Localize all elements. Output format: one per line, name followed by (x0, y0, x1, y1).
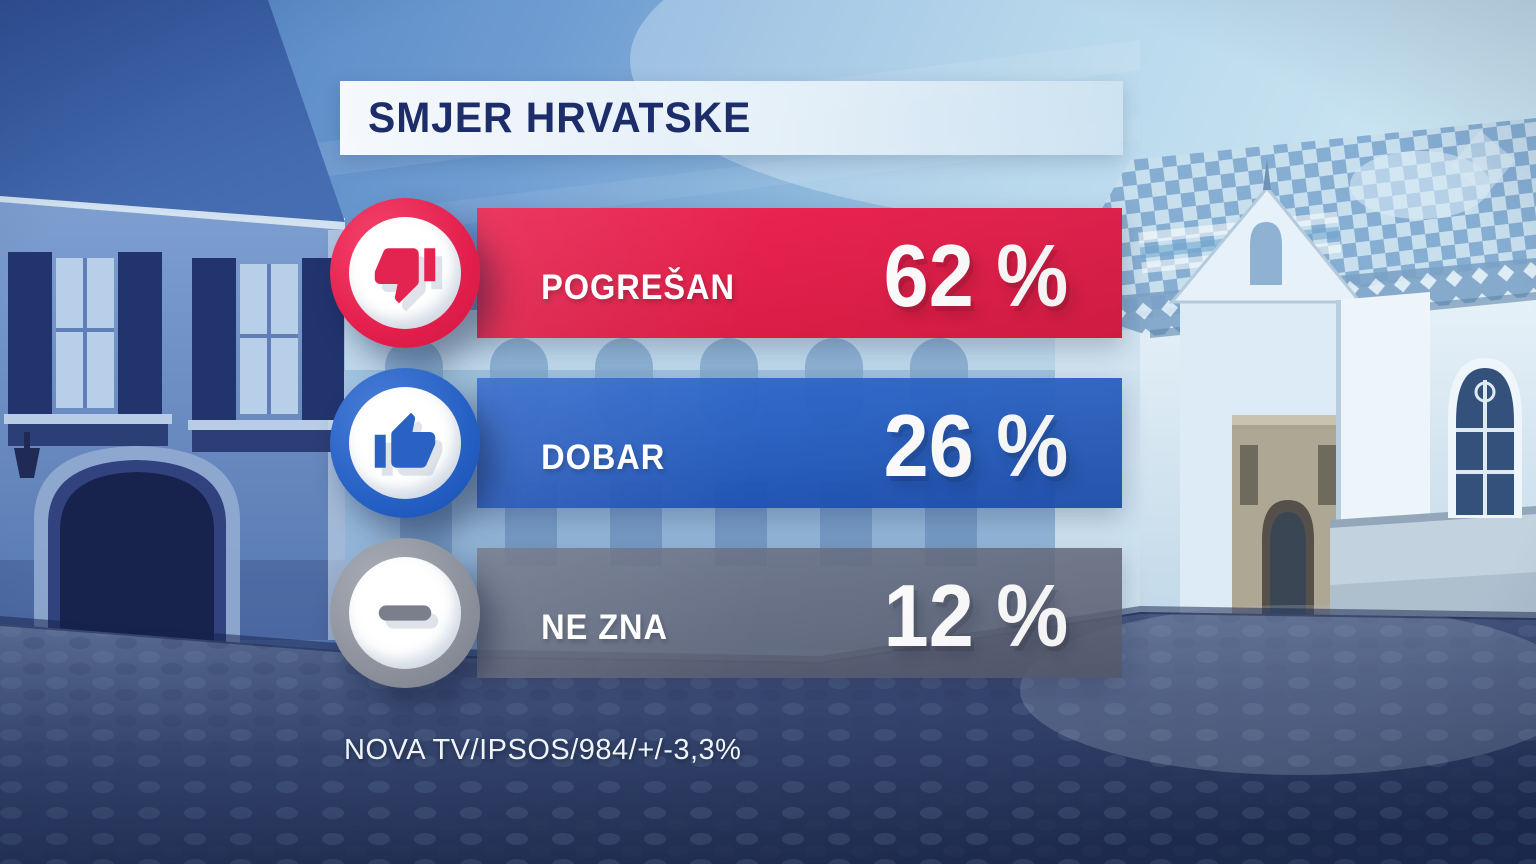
page-title: SMJER HRVATSKE (368, 93, 752, 142)
bar-negative: POGREŠAN 62 % (477, 208, 1122, 338)
source-caption: NOVA TV/IPSOS/984/+/-3,3% (344, 734, 742, 766)
bar-neutral: NE ZNA 12 % (477, 548, 1122, 678)
badge-inner-circle (349, 217, 461, 329)
thumbs-up-icon (374, 412, 436, 468)
bar-label: POGREŠAN (541, 268, 735, 307)
thumbs-up-badge (330, 368, 480, 518)
neutral-badge (330, 538, 480, 688)
badge-inner-circle (349, 387, 461, 499)
thumbs-down-icon (374, 248, 436, 304)
bar-label: NE ZNA (541, 608, 668, 647)
bar-value: 62 % (884, 226, 1069, 325)
bar-label: DOBAR (541, 438, 666, 477)
bar-positive: DOBAR 26 % (477, 378, 1122, 508)
bar-value: 12 % (884, 566, 1069, 665)
bar-value: 26 % (884, 396, 1069, 495)
badge-inner-circle (349, 557, 461, 669)
thumbs-down-badge (330, 198, 480, 348)
minus-icon (378, 605, 432, 621)
title-bar: SMJER HRVATSKE (340, 81, 1123, 155)
